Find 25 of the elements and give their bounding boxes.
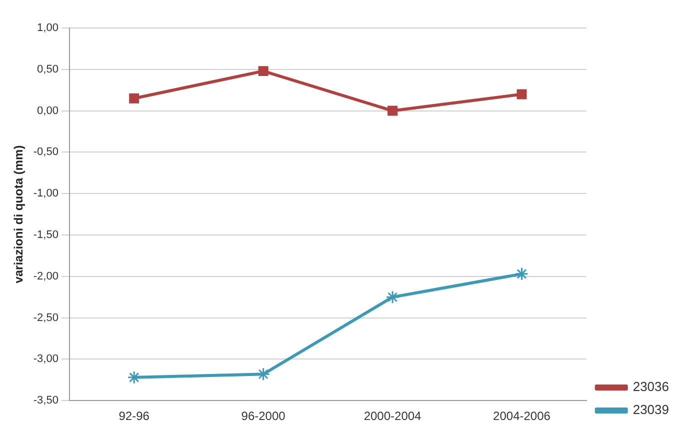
x-tick-label: 92-96 — [118, 409, 150, 424]
legend-label: 23039 — [632, 402, 670, 418]
x-tick-label: 2000-2004 — [364, 409, 422, 424]
y-tick-label: 0,00 — [37, 104, 58, 117]
y-tick-label: -2,00 — [33, 270, 58, 282]
x-tick-label: 96-2000 — [241, 409, 286, 424]
point — [127, 370, 141, 384]
y-tick-label: -1,00 — [33, 188, 58, 200]
y-tick-label: -0,50 — [33, 146, 58, 158]
y-tick-label: 0,50 — [37, 63, 58, 76]
y-tick-label: 1,00 — [37, 22, 58, 34]
y-tick-label: -3,50 — [33, 394, 58, 407]
y-axis-title: variazioni di quota (mm) — [12, 145, 26, 284]
y-tick-label: -3,00 — [33, 353, 58, 366]
point — [386, 290, 400, 304]
point — [129, 93, 140, 104]
point — [516, 89, 527, 100]
y-tick-label: -1,50 — [33, 229, 58, 242]
y-tick-label: -2,50 — [33, 312, 58, 324]
point — [258, 66, 268, 76]
point — [256, 367, 270, 381]
point — [514, 267, 528, 281]
x-tick-label: 2004-2006 — [493, 409, 551, 424]
point — [388, 106, 398, 116]
legend-label: 23036 — [632, 379, 670, 394]
